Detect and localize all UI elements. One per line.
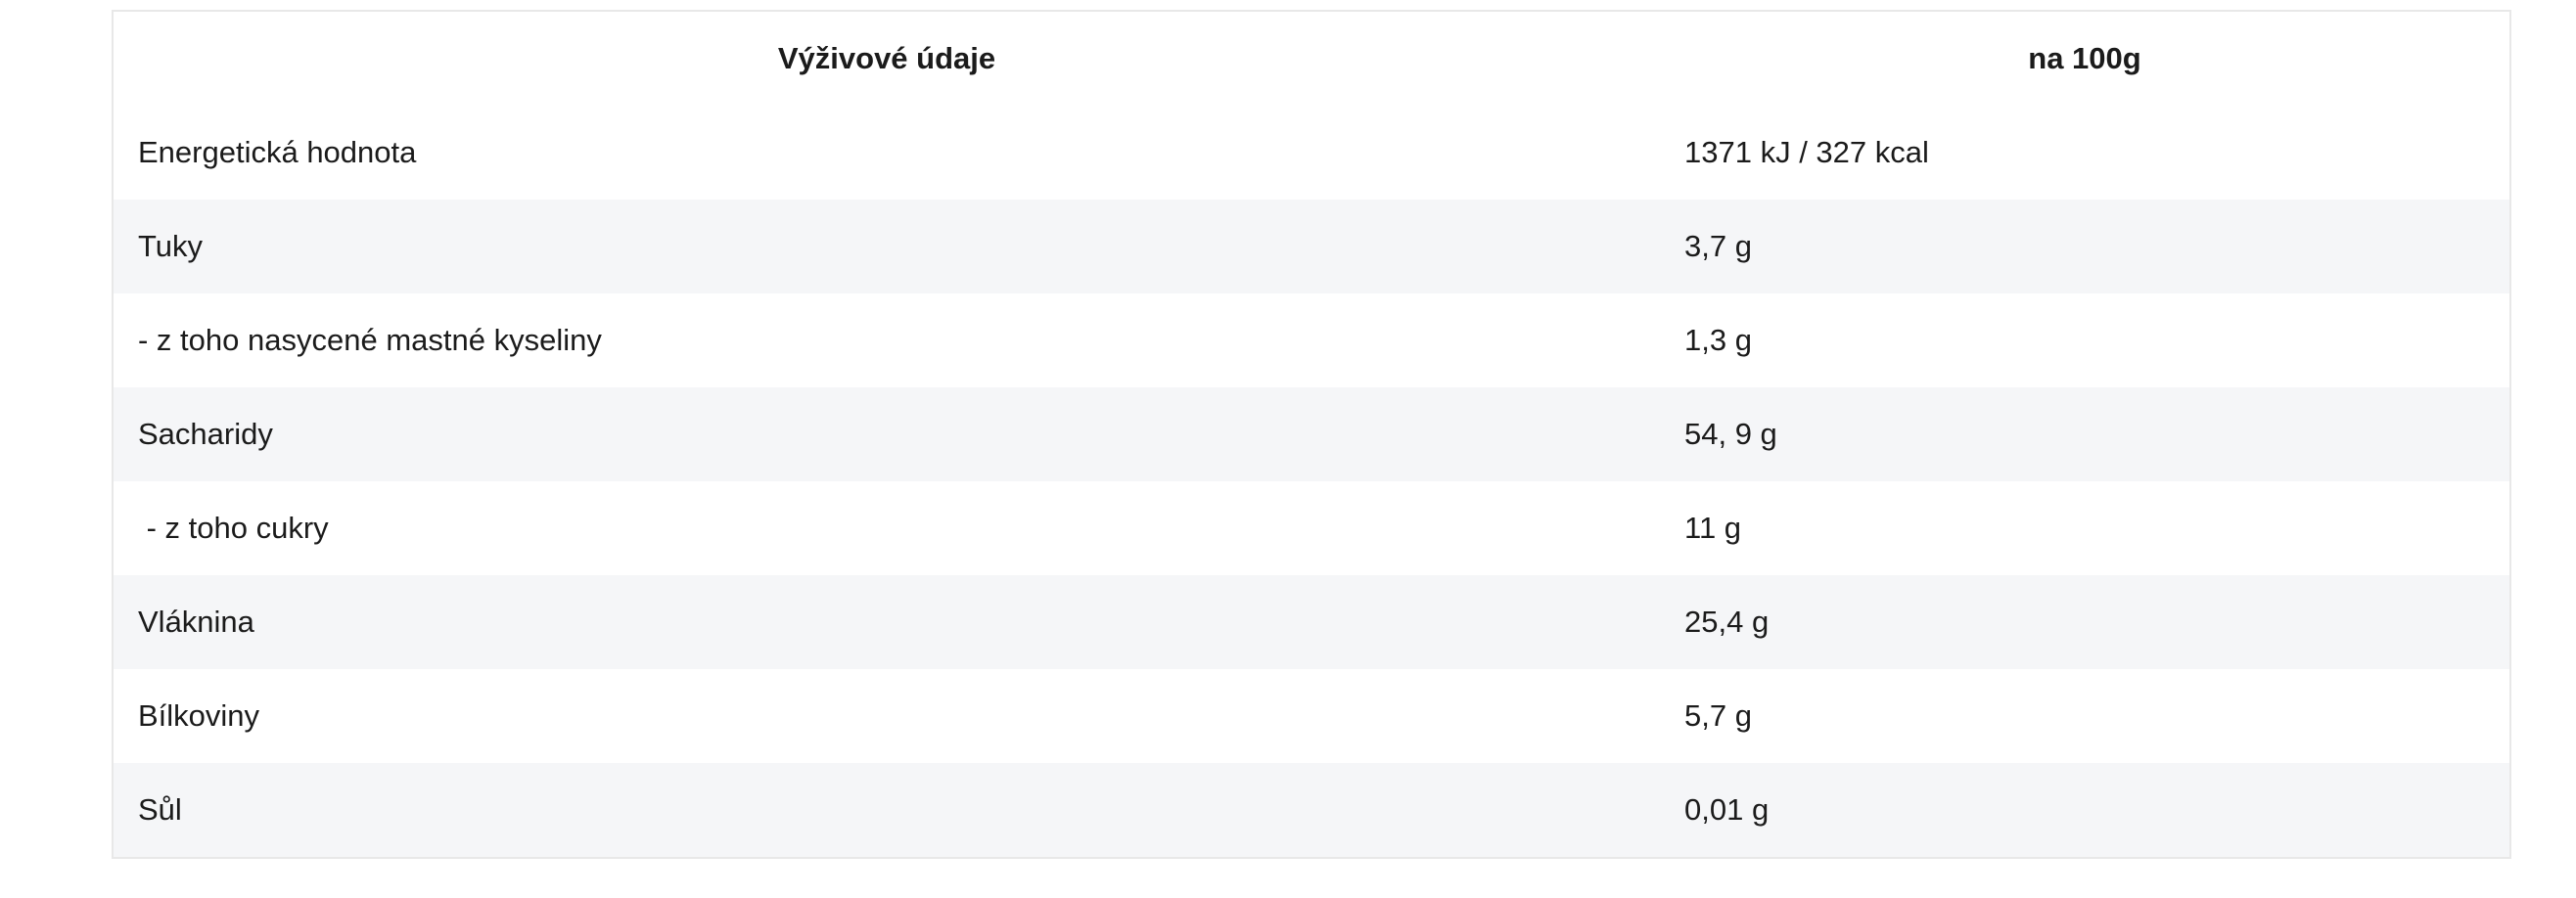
nutrient-value: 1,3 g bbox=[1684, 323, 1752, 357]
nutrient-label: - z toho nasycené mastné kyseliny bbox=[138, 323, 602, 357]
table-row: Vláknina 25,4 g bbox=[114, 575, 2509, 669]
nutrient-label: Vláknina bbox=[114, 575, 1660, 669]
table-row: Bílkoviny 5,7 g bbox=[114, 669, 2509, 763]
nutrition-table: Výživové údaje na 100g Energetická hodno… bbox=[112, 10, 2511, 859]
nutrient-label: - z toho cukry bbox=[138, 511, 329, 545]
nutrient-value: 1371 kJ / 327 kcal bbox=[1684, 135, 1929, 169]
header-nutrition-facts: Výživové údaje bbox=[777, 41, 996, 75]
nutrient-value: 0,01 g bbox=[1660, 763, 2509, 857]
nutrient-value: 5,7 g bbox=[1684, 698, 1752, 733]
table-row: - z toho cukry 11 g bbox=[114, 481, 2509, 575]
nutrient-value: 3,7 g bbox=[1660, 200, 2509, 293]
header-per-100g: na 100g bbox=[2028, 41, 2141, 75]
table-row: Sůl 0,01 g bbox=[114, 763, 2509, 857]
nutrient-label: Tuky bbox=[114, 200, 1660, 293]
table-row: Sacharidy 54, 9 g bbox=[114, 387, 2509, 481]
nutrient-label: Energetická hodnota bbox=[138, 135, 417, 169]
nutrient-value: 11 g bbox=[1684, 511, 1742, 545]
nutrient-label: Sacharidy bbox=[114, 387, 1660, 481]
nutrient-value: 54, 9 g bbox=[1660, 387, 2509, 481]
table-row: Energetická hodnota 1371 kJ / 327 kcal bbox=[114, 106, 2509, 200]
nutrient-label: Bílkoviny bbox=[138, 698, 260, 733]
nutrient-value: 25,4 g bbox=[1660, 575, 2509, 669]
table-row: Tuky 3,7 g bbox=[114, 200, 2509, 293]
table-row: - z toho nasycené mastné kyseliny 1,3 g bbox=[114, 293, 2509, 387]
nutrient-label: Sůl bbox=[114, 763, 1660, 857]
table-header-row: Výživové údaje na 100g bbox=[114, 12, 2509, 106]
